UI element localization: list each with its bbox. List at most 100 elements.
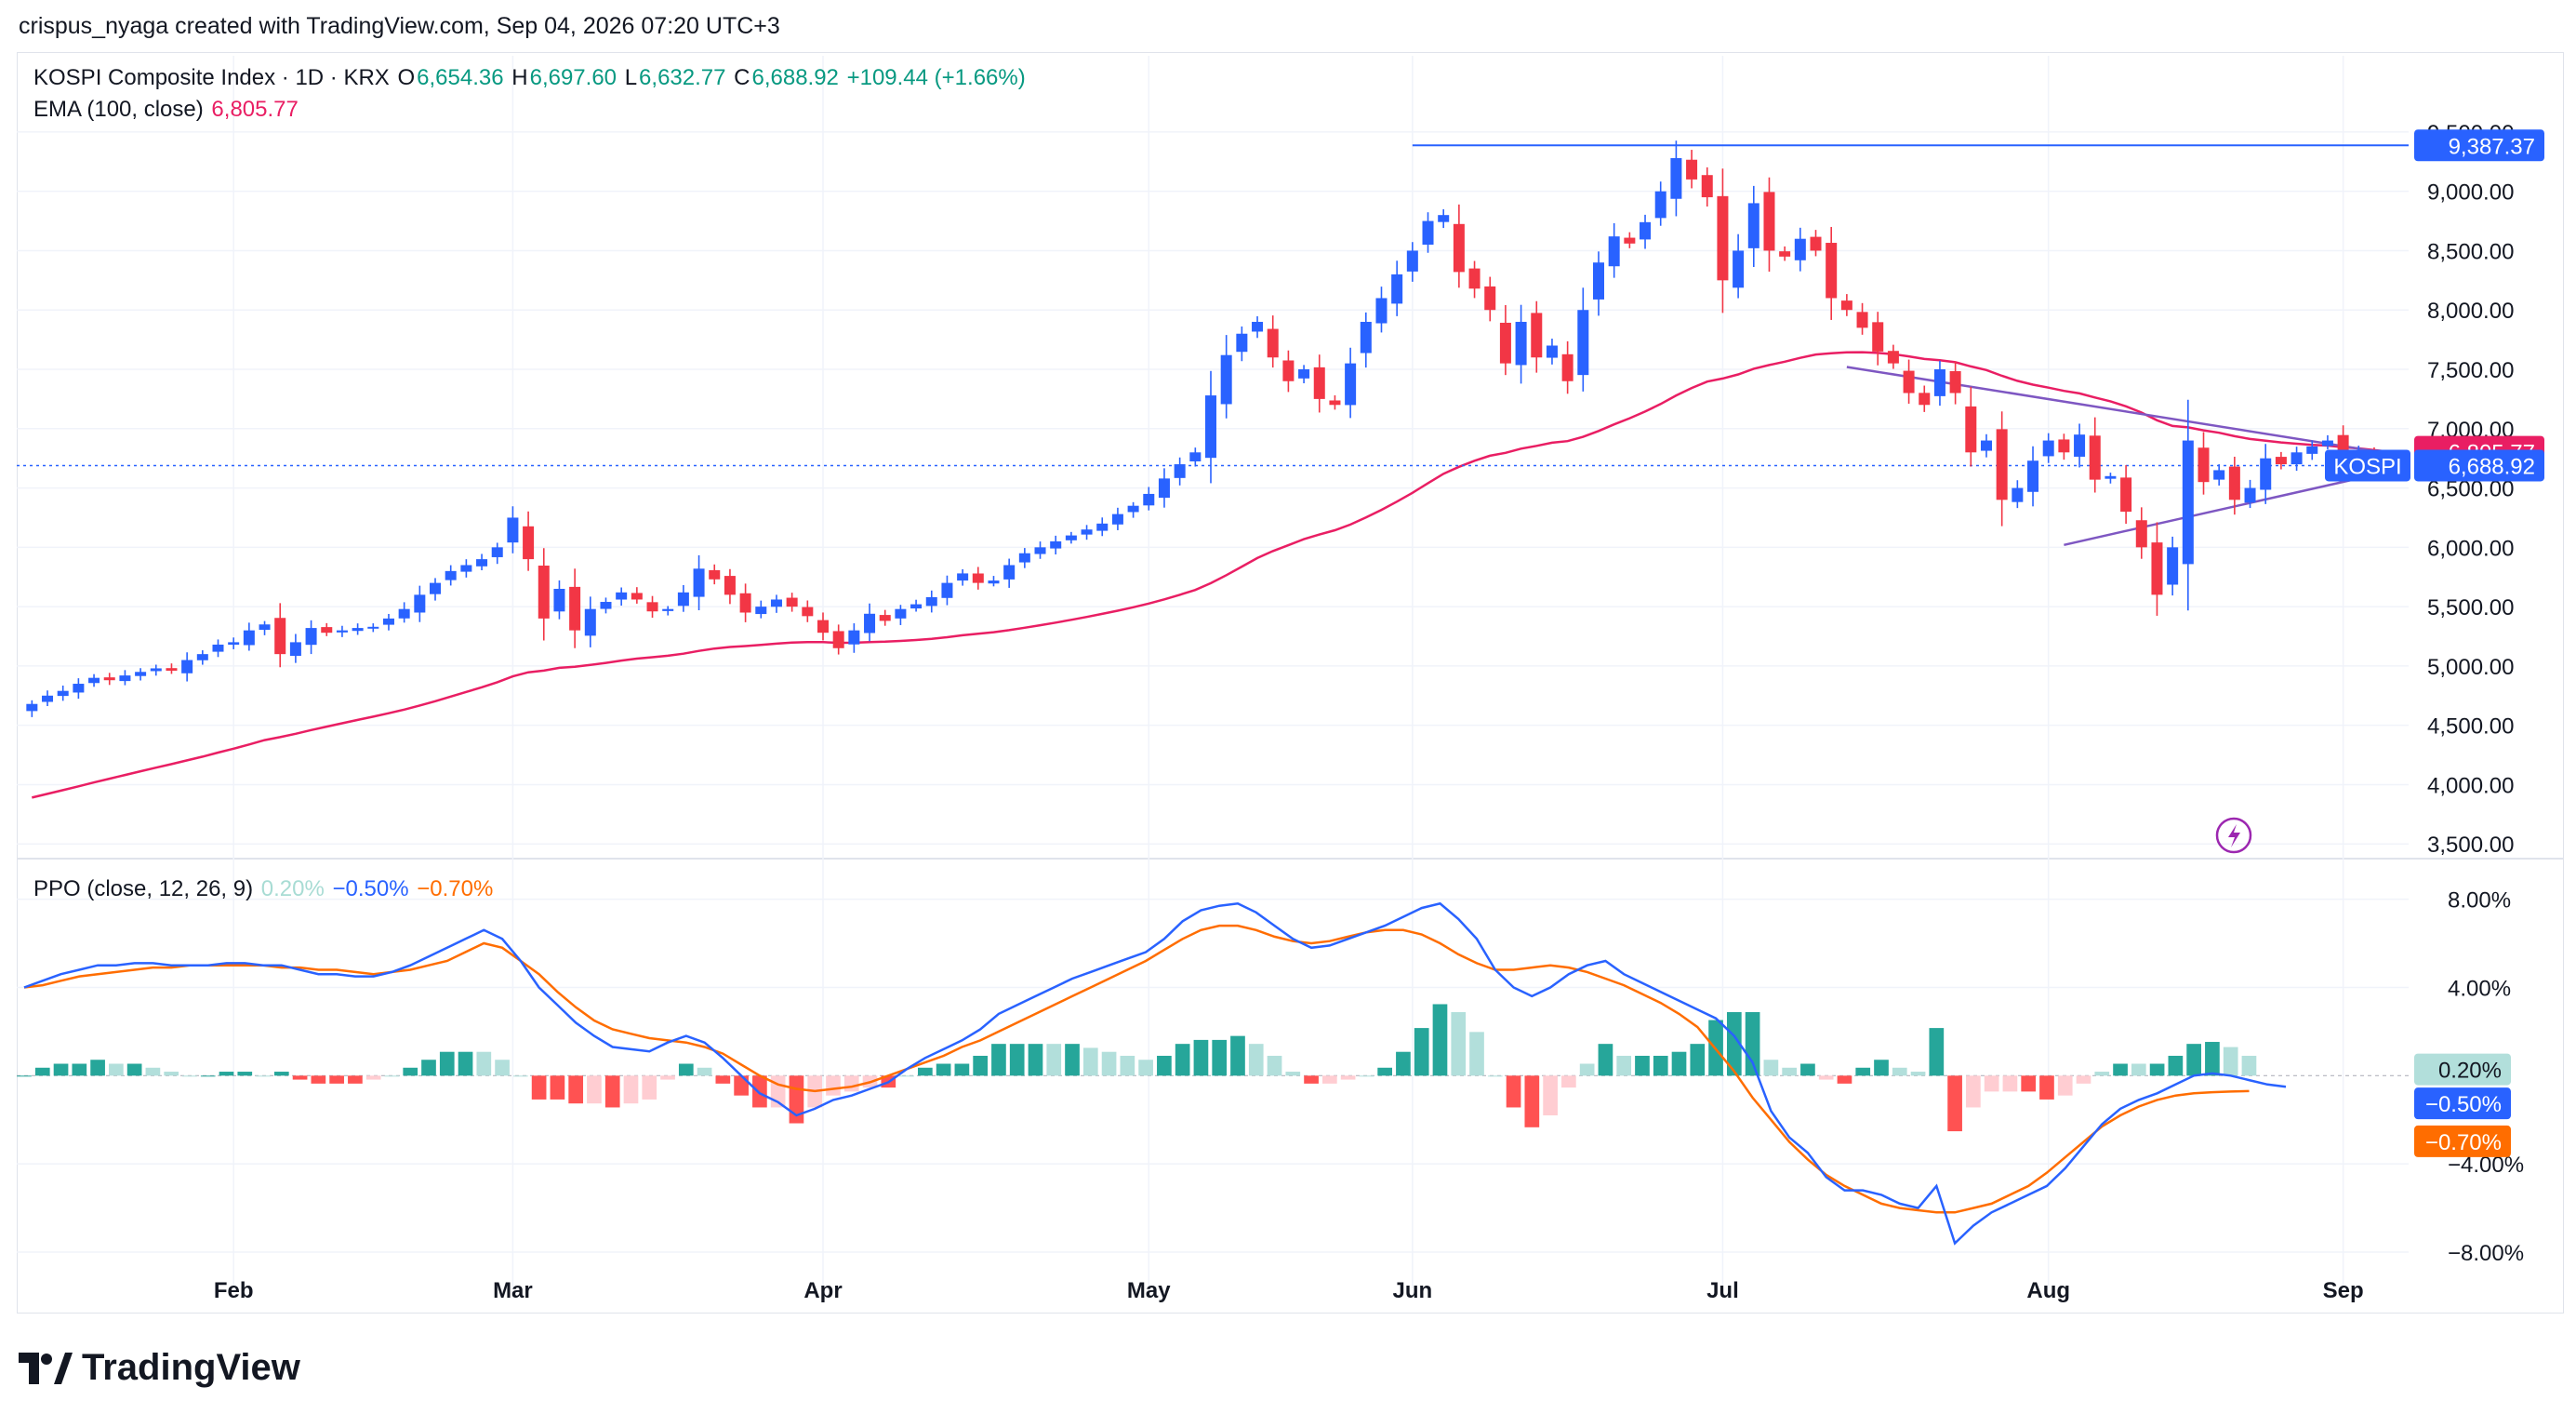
candle-body [398,608,410,619]
ppo-histogram-bar [348,1075,363,1084]
ppo-histogram-bar [1230,1035,1245,1076]
candle-body [910,604,923,609]
candle-body [879,615,891,621]
candle-body [1360,321,1372,353]
ppo-histogram-bar [1690,1044,1706,1076]
ppo-histogram-bar [587,1075,602,1104]
ppo-histogram-bar [1157,1055,1172,1076]
candle-body [1422,220,1434,246]
candle-body [1298,369,1310,379]
time-axis-label: Apr [803,1278,842,1303]
ppo-legend[interactable]: PPO (close, 12, 26, 9) 0.20% −0.50% −0.7… [33,876,495,902]
candle-body [1608,236,1620,267]
candle-body [1515,321,1527,366]
ppo-histogram-bar [678,1063,694,1076]
candle-body [150,668,162,672]
candle-body [662,608,674,611]
candle-body [1267,328,1279,358]
ppo-histogram-bar [1874,1060,1889,1076]
candle-body [709,569,721,580]
time-axis-label: Jun [1393,1278,1433,1303]
ppo-histogram-bar [2094,1072,2110,1076]
candle-body [1252,321,1264,332]
ppo-histogram-bar [1671,1051,1687,1076]
ppo-histogram-bar [1598,1044,1613,1076]
ppo-histogram-bar [237,1072,253,1076]
ema-value: 6,805.77 [211,97,299,122]
ppo-pane [17,901,2409,1246]
candle-body [1018,553,1030,563]
candle-body [414,594,426,613]
candle-body [1592,262,1604,300]
candle-body [42,695,54,702]
ema-legend[interactable]: EMA (100, close) 6,805.77 [33,97,300,123]
ppo-histogram-bar [1212,1039,1228,1076]
candle-body [1406,250,1418,272]
ppo-histogram-bar [90,1060,105,1076]
ppo-histogram-bar [1929,1028,1945,1076]
candle-body [1313,367,1325,399]
ppo-histogram-bar [1561,1075,1576,1088]
candle-body [1640,221,1652,240]
candle-body [1949,370,1961,393]
candle-body [1779,251,1791,257]
ppo-histogram-bar [642,1075,657,1100]
candle-body [1701,175,1713,198]
candle-body [2306,446,2318,454]
ppo-histogram-bar [439,1051,455,1076]
ema-100-line [32,351,2390,799]
ppo-histogram-bar [1892,1067,1907,1076]
candle-body [1763,192,1775,251]
candle-body [1826,243,1838,299]
candle-body [1531,313,1543,358]
ppo-histogram-bar [2168,1055,2184,1076]
candle-body [289,642,301,657]
candle-body [2228,466,2240,500]
price-axis-tick: 8,000.00 [2427,299,2514,324]
price-axis-tick: 3,500.00 [2427,833,2514,858]
ppo-histogram-bar [660,1075,675,1080]
ppo-histogram-bar [2149,1063,2165,1076]
ppo-signal-value: −0.70% [417,876,494,901]
candle-body [119,675,131,682]
candle-body [1204,395,1217,459]
tradingview-logo[interactable]: TradingView [19,1347,300,1389]
candle-body [1127,505,1139,513]
ppo-histogram-bar [2021,1075,2037,1092]
high-label: H [511,65,528,90]
ppo-histogram-bar [2186,1044,2201,1076]
candle-body [507,517,519,543]
chart-frame[interactable] [17,52,2564,1314]
candle-body [2027,460,2039,492]
ppo-signal-line [23,924,2250,1214]
ppo-axis-tick: −8.00% [2448,1241,2524,1266]
ppo-hist-badge: 0.20% [2438,1059,2502,1084]
time-axis-label: Sep [2323,1278,2364,1303]
candle-body [1810,236,1822,251]
time-axis-label: May [1127,1278,1171,1303]
ppo-histogram-bar [531,1075,547,1100]
ppo-histogram-bar [918,1067,933,1076]
lightning-glyph-icon [2228,824,2240,847]
ppo-histogram-bar [568,1075,584,1104]
candle-body [1965,406,1977,453]
candle-body [103,677,115,681]
candle-body [1484,286,1496,311]
last-price-badge-bg [2414,449,2544,482]
candle-body [1111,513,1123,525]
price-axis-tick: 6,000.00 [2427,536,2514,561]
candle-body [2291,452,2303,465]
candle-body [1733,250,1745,288]
candle-body [1174,464,1186,478]
candle-body [941,582,953,598]
grid-lines [17,56,2564,1288]
candle-body [538,566,550,619]
symbol-legend[interactable]: KOSPI Composite Index · 1D · KRX O6,654.… [33,65,1028,91]
ppo-histogram-bar [604,1075,620,1108]
candle-body [1282,360,1295,381]
close-value: 6,688.92 [751,65,839,90]
time-axis-label: Feb [214,1278,254,1303]
ppo-histogram-bar [34,1067,50,1076]
ppo-histogram-bar [1414,1028,1429,1076]
